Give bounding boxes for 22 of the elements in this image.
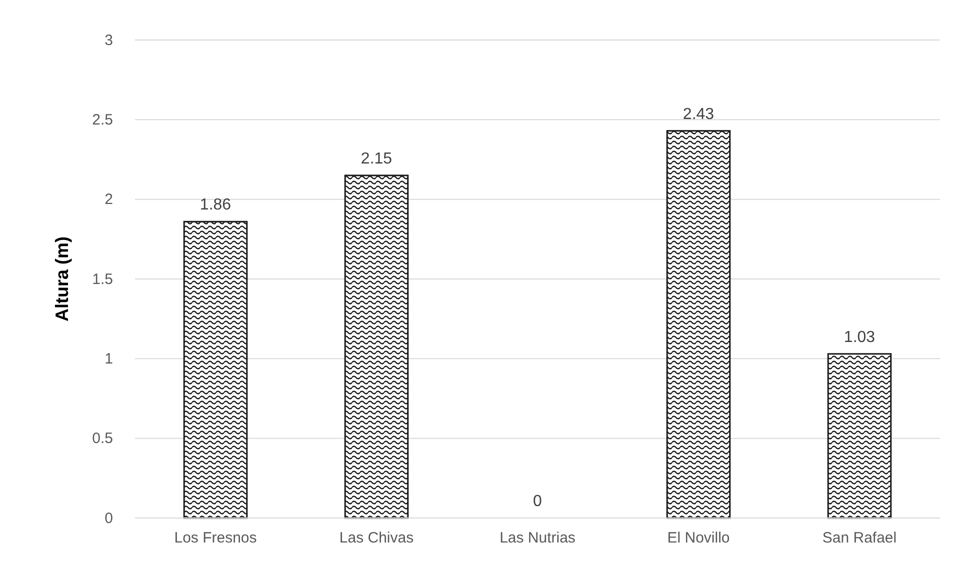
x-tick-label: Los Fresnos <box>174 530 257 547</box>
bar <box>344 174 409 519</box>
y-axis-title: Altura (m) <box>52 236 72 322</box>
y-tick-label: 2 <box>104 191 113 208</box>
x-tick-label: Las Chivas <box>339 530 414 547</box>
x-tick-label: El Novillo <box>667 530 730 547</box>
y-tick-label: 0 <box>104 510 113 527</box>
y-tick-label: 3 <box>104 32 113 49</box>
data-label: 2.43 <box>682 106 714 123</box>
y-tick-label: 1 <box>104 350 113 368</box>
bar <box>666 130 731 519</box>
x-tick-label: San Rafael <box>822 530 897 547</box>
y-tick-label: 1.5 <box>92 270 113 288</box>
data-label: 1.86 <box>200 196 232 214</box>
data-label: 2.15 <box>360 150 392 168</box>
y-tick-label: 0.5 <box>92 430 113 448</box>
y-tick-label: 2.5 <box>92 111 113 128</box>
data-label: 1.03 <box>844 328 876 346</box>
x-tick-label: Las Nutrias <box>500 530 576 547</box>
bar <box>183 220 248 519</box>
bar <box>827 353 892 519</box>
data-label: 0 <box>533 493 542 510</box>
